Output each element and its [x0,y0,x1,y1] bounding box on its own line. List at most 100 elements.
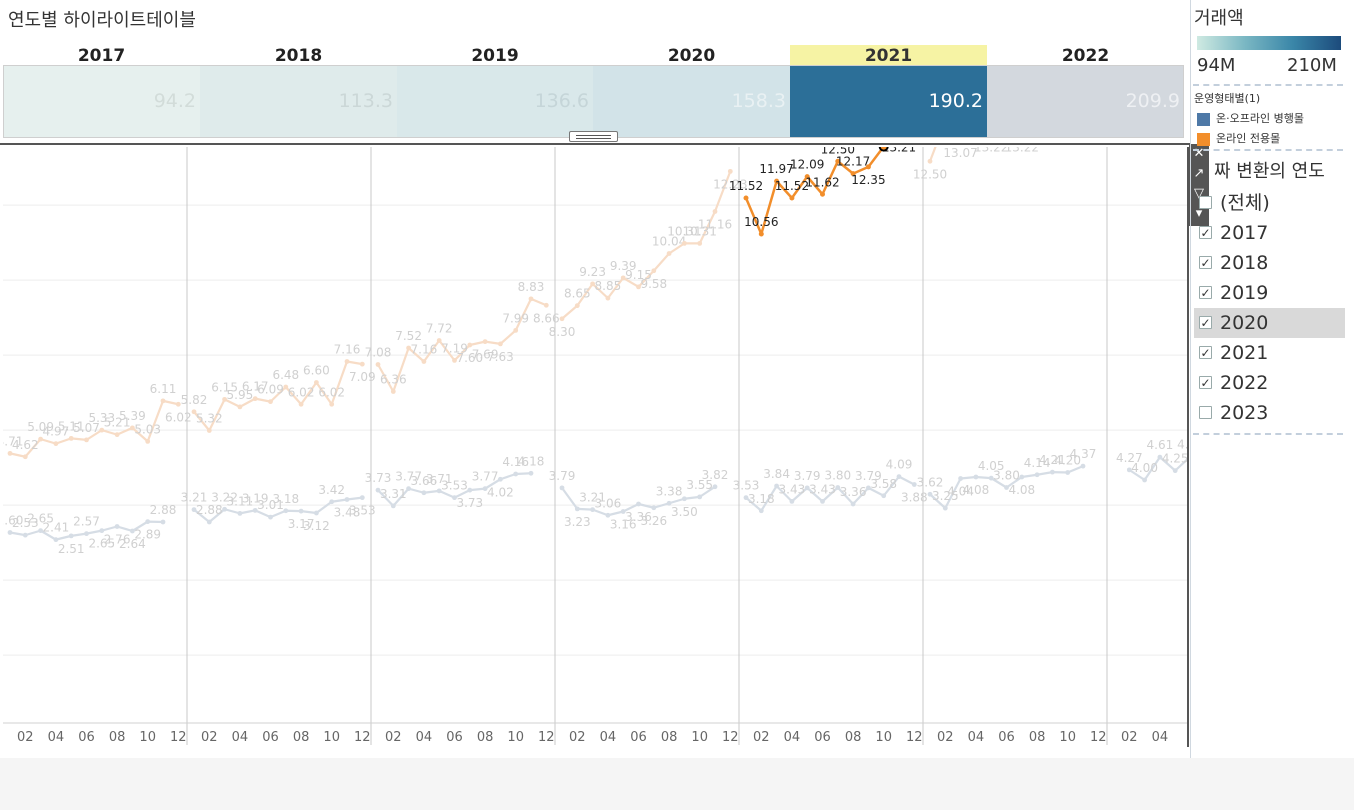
year-header-2022[interactable]: 2022 [1061,46,1110,66]
filter-icon[interactable]: ▽ [1194,186,1204,201]
dropdown-icon[interactable]: ▾ [1195,206,1203,221]
data-label: 5.39 [119,409,146,423]
popout-icon[interactable]: ↗ [1193,166,1205,181]
highlight-cell-2018[interactable]: 113.3 [200,66,397,137]
data-point [99,427,105,433]
data-point [206,428,212,433]
color-legend-label: 온라인 전용몰 [1216,132,1281,145]
year-header-2021[interactable]: 2021 [790,45,987,67]
data-point [283,508,289,514]
data-label: 9.23 [579,265,606,279]
data-label: 3.01 [257,498,284,512]
checkbox[interactable] [1199,406,1212,419]
data-label: 4.09 [886,458,913,472]
data-point [804,485,810,491]
data-label: 3.21 [579,491,606,505]
checkbox[interactable] [1199,196,1212,209]
data-point [697,494,703,500]
data-point [804,174,810,180]
data-label: 3.79 [855,469,882,483]
filter-item-2023[interactable]: 2023 [1194,398,1345,428]
filter-item-2020[interactable]: ✓ 2020 [1194,308,1345,338]
checkbox[interactable]: ✓ [1199,286,1212,300]
data-label: 7.09 [349,370,376,384]
data-label: 7.60 [456,351,483,365]
data-label: 5.82 [181,393,208,407]
data-point [38,436,43,442]
filter-item-2019[interactable]: ✓ 2019 [1194,278,1345,308]
data-point [682,496,687,502]
checkbox[interactable]: ✓ [1199,256,1212,270]
year-header-2017[interactable]: 2017 [77,46,126,66]
data-point [130,425,135,431]
color-legend-item-blended[interactable]: 온·오프라인 병행몰 [1197,110,1304,126]
x-tick-label: 06 [630,730,647,745]
data-point [1126,467,1132,473]
highlight-cell-2019[interactable]: 136.6 [397,66,593,137]
data-label: 3.71 [426,472,453,486]
data-point [359,495,365,501]
filter-item-2017[interactable]: ✓ 2017 [1194,218,1345,248]
resize-handle[interactable] [569,131,618,142]
color-gradient-bar [1197,36,1341,50]
filter-item-label: 2018 [1220,252,1269,274]
data-point [666,500,672,506]
year-header-2018[interactable]: 2018 [274,46,323,66]
data-point [590,507,595,513]
highlight-cell-2022[interactable]: 209.9 [987,66,1184,137]
data-label: 7.72 [426,322,453,336]
filter-item-(전체)[interactable]: (전체) [1194,188,1345,218]
filter-item-2022[interactable]: ✓ 2022 [1194,368,1345,398]
x-tick-label: 06 [446,730,463,745]
data-label: 7.08 [365,346,392,360]
highlight-cell-2020[interactable]: 158.3 [593,66,790,137]
data-label: 3.58 [870,477,897,491]
data-label: 3.79 [794,469,821,483]
data-label: 8.85 [595,279,622,293]
filter-item-2018[interactable]: ✓ 2018 [1194,248,1345,278]
data-point [1080,463,1086,469]
data-point [774,178,780,184]
data-point [467,487,473,493]
data-point [114,432,120,438]
data-point [528,470,534,476]
data-point [513,471,519,477]
data-point [835,158,841,164]
data-label: 3.22 [211,490,238,504]
series-line [561,170,732,320]
data-point [850,501,856,507]
data-label: 11.97 [759,162,793,176]
data-point [314,510,319,516]
filter-title: 짜 변환의 연도 [1214,161,1325,182]
data-label: 3.84 [763,467,790,481]
data-label: 4.25 [1162,452,1187,466]
checkbox[interactable]: ✓ [1199,316,1212,330]
x-tick-label: 10 [691,730,708,745]
data-label: 3.48 [334,506,361,520]
highlight-cell-2021[interactable]: 190.2 [790,66,987,137]
color-legend-item-online[interactable]: 온라인 전용몰 [1197,130,1281,146]
data-point [390,503,396,509]
data-point [436,488,442,494]
line-chart[interactable]: 02 04 06 08 10 12 02 04 06 08 10 12 02 04 06 08 10 12 02 04… [3,147,1189,747]
data-label: 4.62 [12,438,39,452]
data-point [1142,477,1147,483]
highlight-cell-2017[interactable]: 94.2 [3,66,200,137]
year-header-2020[interactable]: 2020 [667,46,716,66]
data-point [175,401,181,407]
data-point [482,486,488,492]
data-point [344,497,350,502]
close-icon[interactable]: ✕ [1193,146,1205,161]
filter-item-2021[interactable]: ✓ 2021 [1194,338,1345,368]
checkbox[interactable]: ✓ [1199,226,1212,240]
checkbox[interactable]: ✓ [1199,376,1212,390]
data-point [543,302,549,308]
data-point [651,268,657,274]
selected-point [878,147,889,152]
data-point [774,483,779,489]
year-header-2019[interactable]: 2019 [471,46,519,66]
legend-divider [1193,433,1343,435]
data-point [682,240,687,246]
data-label: 3.79 [549,469,576,483]
checkbox[interactable]: ✓ [1199,346,1212,360]
